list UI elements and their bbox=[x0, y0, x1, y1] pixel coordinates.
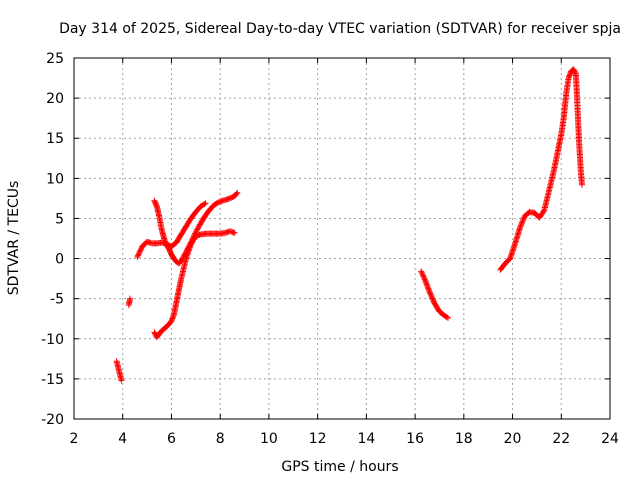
data-point bbox=[134, 253, 141, 260]
data-point bbox=[519, 218, 526, 225]
data-point bbox=[443, 314, 450, 321]
data-point bbox=[201, 201, 208, 208]
tick-labels: 2 4 6 8 10 12 14 16 18 20 22 24-20-15-10-5051015202… bbox=[41, 51, 619, 447]
x-tick-label: 2 bbox=[70, 431, 79, 447]
series-arc-6 bbox=[418, 268, 451, 321]
x-tick-label: 16 bbox=[406, 431, 424, 447]
data-point bbox=[444, 314, 451, 321]
data-point bbox=[136, 250, 143, 257]
y-tick-label: -10 bbox=[41, 332, 64, 348]
data-point bbox=[520, 215, 527, 222]
series-arc-2 bbox=[125, 295, 134, 309]
x-tick-label: 6 bbox=[167, 431, 176, 447]
y-tick-label: -15 bbox=[41, 372, 64, 388]
data-point bbox=[202, 200, 209, 207]
data-point bbox=[518, 221, 525, 228]
x-tick-label: 14 bbox=[357, 431, 375, 447]
data-point bbox=[118, 377, 125, 384]
series-arc-7 bbox=[497, 66, 585, 273]
data-point bbox=[135, 251, 142, 258]
data-point bbox=[134, 252, 141, 259]
data-points bbox=[113, 66, 585, 384]
y-tick-label: 20 bbox=[46, 91, 64, 107]
x-tick-label: 22 bbox=[552, 431, 570, 447]
data-point bbox=[195, 224, 202, 231]
plot-frame bbox=[73, 57, 611, 420]
data-point bbox=[138, 246, 144, 253]
data-point bbox=[194, 226, 201, 233]
data-point bbox=[421, 275, 428, 282]
data-point bbox=[136, 248, 143, 255]
data-point bbox=[520, 217, 527, 224]
series-arc-5 bbox=[151, 228, 238, 341]
data-point bbox=[196, 222, 203, 229]
data-point bbox=[420, 272, 427, 279]
data-point bbox=[137, 247, 144, 254]
data-point bbox=[418, 269, 425, 276]
data-point bbox=[578, 181, 585, 188]
data-point bbox=[516, 225, 523, 232]
x-tick-label: 10 bbox=[260, 431, 278, 447]
y-tick-label: -20 bbox=[41, 412, 64, 428]
series-arc-4 bbox=[151, 189, 241, 267]
data-point bbox=[419, 271, 426, 278]
y-tick-label: 25 bbox=[46, 51, 64, 67]
data-point bbox=[517, 222, 524, 229]
data-point bbox=[519, 219, 526, 226]
data-point bbox=[234, 189, 241, 196]
series-arc-3 bbox=[134, 200, 209, 260]
grid bbox=[74, 58, 610, 419]
x-tick-label: 12 bbox=[309, 431, 327, 447]
data-point bbox=[572, 69, 579, 76]
chart-title: Day 314 of 2025, Sidereal Day-to-day VTE… bbox=[59, 21, 621, 37]
data-point bbox=[193, 227, 200, 234]
x-tick-label: 8 bbox=[216, 431, 225, 447]
x-tick-label: 18 bbox=[455, 431, 473, 447]
data-point bbox=[517, 223, 524, 230]
y-tick-label: 5 bbox=[55, 211, 64, 227]
y-tick-label: 0 bbox=[55, 252, 64, 268]
ticks bbox=[73, 57, 611, 420]
x-tick-label: 20 bbox=[504, 431, 522, 447]
x-tick-label: 24 bbox=[601, 431, 619, 447]
data-point bbox=[231, 229, 238, 236]
data-point bbox=[418, 268, 425, 275]
y-axis-label: SDTVAR / TECUs bbox=[6, 181, 22, 296]
x-axis-label: GPS time / hours bbox=[281, 459, 398, 475]
data-point bbox=[233, 190, 240, 197]
series-arc-1 bbox=[113, 358, 125, 384]
y-tick-label: 10 bbox=[46, 171, 64, 187]
y-tick-label: -5 bbox=[50, 292, 64, 308]
data-point bbox=[540, 208, 547, 215]
x-tick-label: 4 bbox=[118, 431, 127, 447]
data-point bbox=[194, 225, 201, 232]
data-point bbox=[420, 273, 427, 280]
y-tick-label: 15 bbox=[46, 131, 64, 147]
data-point bbox=[127, 295, 134, 302]
